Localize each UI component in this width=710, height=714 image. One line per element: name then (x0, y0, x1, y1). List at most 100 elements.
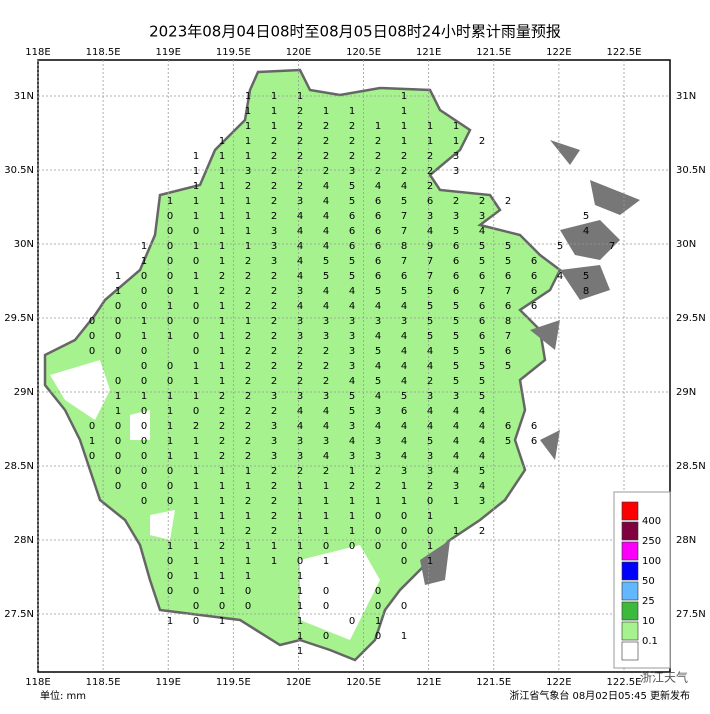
rain-value: 2 (479, 526, 485, 537)
rain-value: 2 (427, 166, 433, 177)
rain-value: 4 (401, 301, 407, 312)
rain-value: 4 (453, 406, 459, 417)
rain-value: 1 (245, 91, 251, 102)
rain-value: 0 (193, 616, 199, 627)
x-tick-label: 122E (546, 677, 571, 688)
x-tick-label: 121E (416, 677, 441, 688)
rain-value: 7 (505, 331, 511, 342)
rain-value: 0 (167, 271, 173, 282)
rain-value: 1 (141, 256, 147, 267)
rain-value: 6 (453, 241, 459, 252)
rain-value: 1 (349, 106, 355, 117)
rain-value: 5 (323, 271, 329, 282)
rain-value: 2 (245, 346, 251, 357)
rain-value: 0 (401, 556, 407, 567)
x-tick-label: 119.5E (216, 47, 251, 58)
rain-value: 2 (271, 316, 277, 327)
rain-value: 3 (323, 331, 329, 342)
rain-value: 3 (271, 226, 277, 237)
rain-value: 4 (453, 451, 459, 462)
rain-value: 4 (375, 301, 381, 312)
rain-values: 1 1 1 1 1 1 2 1 1 1 1 1 2 2 2 1 1 1 1 1 1 2 2 2 2 2 1 1 1 2 1 1 1 2 2 2 2 2 2 2… (89, 91, 615, 657)
rain-value: 0 (167, 316, 173, 327)
rain-value: 5 (557, 241, 563, 252)
rain-value: 0 (375, 631, 381, 642)
rain-value: 1 (219, 211, 225, 222)
dry-patch (150, 510, 175, 540)
rain-value: 1 (89, 436, 95, 447)
rain-value: 0 (297, 556, 303, 567)
y-tick-label: 29.5N (676, 313, 706, 324)
rain-value: 2 (271, 196, 277, 207)
rain-value: 4 (479, 436, 485, 447)
rain-value: 1 (219, 166, 225, 177)
rain-value: 4 (401, 421, 407, 432)
y-tick-label: 31N (14, 91, 34, 102)
rain-value: 2 (271, 406, 277, 417)
rain-value: 0 (115, 331, 121, 342)
legend: 0.1 10 25 50 100 250 400 (613, 491, 671, 669)
rain-value: 8 (505, 316, 511, 327)
rain-value: 3 (271, 241, 277, 252)
rain-value: 6 (453, 256, 459, 267)
rain-value: 2 (323, 136, 329, 147)
rain-value: 1 (219, 226, 225, 237)
rain-value: 1 (219, 331, 225, 342)
rain-value: 2 (245, 421, 251, 432)
rain-value: 4 (323, 241, 329, 252)
rain-value: 2 (193, 421, 199, 432)
rain-value: 2 (245, 271, 251, 282)
rain-value: 4 (401, 451, 407, 462)
rain-value: 6 (479, 331, 485, 342)
rain-value: 2 (297, 181, 303, 192)
y-tick-label: 30.5N (676, 165, 706, 176)
y-tick-label: 29N (676, 387, 696, 398)
rain-value: 2 (219, 391, 225, 402)
rain-value: 6 (505, 346, 511, 357)
rain-value: 0 (193, 301, 199, 312)
rain-value: 1 (297, 91, 303, 102)
rain-value: 0 (193, 226, 199, 237)
rain-value: 1 (219, 466, 225, 477)
rain-value: 3 (349, 361, 355, 372)
legend-label: 400 (642, 516, 661, 527)
rain-value: 3 (427, 466, 433, 477)
rain-value: 3 (271, 391, 277, 402)
rain-value: 4 (349, 436, 355, 447)
rain-value: 4 (297, 226, 303, 237)
rain-value: 5 (349, 271, 355, 282)
rain-value: 3 (453, 166, 459, 177)
rain-value: 3 (271, 451, 277, 462)
rain-value: 5 (453, 226, 459, 237)
rain-value: 2 (297, 376, 303, 387)
rain-value: 1 (219, 316, 225, 327)
rain-value: 1 (193, 361, 199, 372)
rain-value: 4 (323, 211, 329, 222)
rain-value: 0 (141, 496, 147, 507)
rain-value: 0 (167, 556, 173, 567)
rain-value: 1 (141, 316, 147, 327)
legend-swatch (621, 641, 639, 661)
rain-value: 6 (349, 211, 355, 222)
rain-value: 2 (427, 481, 433, 492)
rain-value: 1 (167, 421, 173, 432)
rain-value: 2 (375, 136, 381, 147)
rain-value: 1 (193, 166, 199, 177)
rain-value: 1 (401, 496, 407, 507)
rain-value: 0 (89, 331, 95, 342)
rain-value: 1 (167, 406, 173, 417)
rain-value: 1 (219, 571, 225, 582)
rain-value: 0 (141, 271, 147, 282)
y-tick-label: 28.5N (4, 461, 34, 472)
rain-value: 0 (115, 436, 121, 447)
rain-value: 2 (271, 211, 277, 222)
rain-value: 2 (323, 376, 329, 387)
rain-value: 5 (583, 211, 589, 222)
rain-value: 1 (245, 481, 251, 492)
y-tick-label: 27.5N (676, 609, 706, 620)
dry-areas (50, 360, 380, 640)
unit: 单位: mm (40, 689, 86, 702)
rain-value: 3 (349, 316, 355, 327)
rain-value: 1 (297, 481, 303, 492)
rain-value: 4 (453, 436, 459, 447)
